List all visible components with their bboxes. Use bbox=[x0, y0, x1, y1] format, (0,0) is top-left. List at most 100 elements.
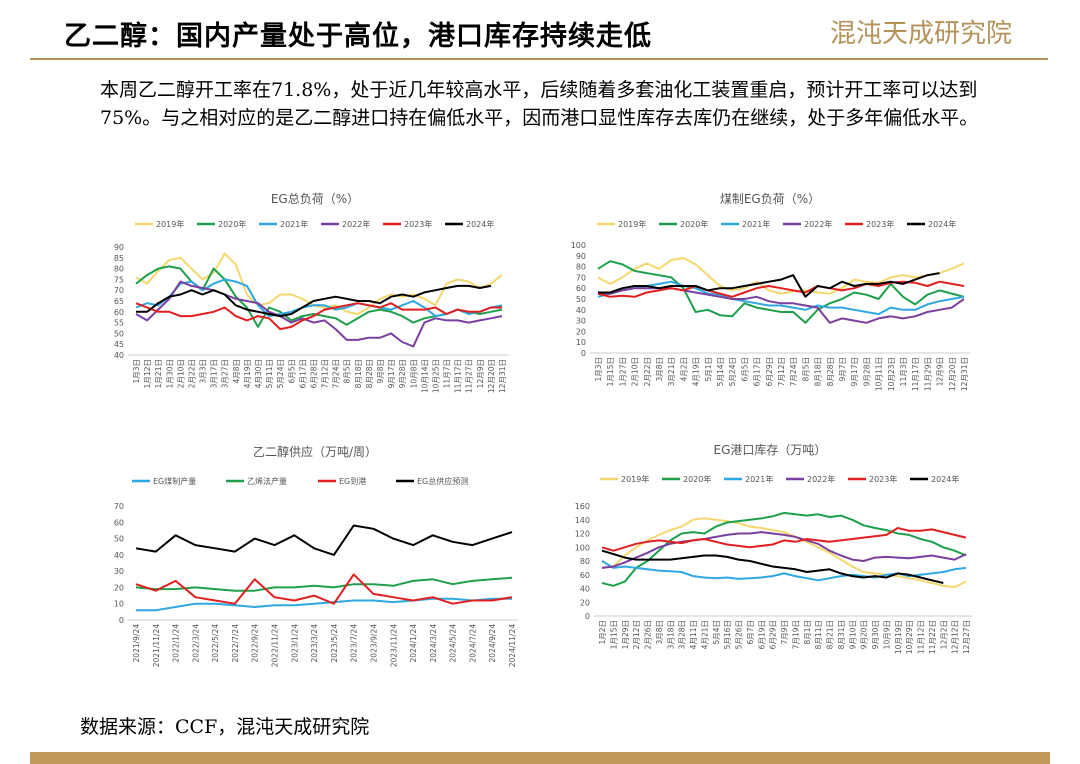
x-tick-label: 5月26日 bbox=[735, 620, 744, 649]
x-tick-label: 8月28日 bbox=[826, 357, 835, 386]
legend-item: 2023年 bbox=[845, 219, 894, 229]
legend-label: 2024年 bbox=[931, 474, 959, 484]
x-tick-label: 5月14日 bbox=[716, 357, 725, 386]
legend-label: 2022年 bbox=[804, 219, 832, 229]
x-tick-label: 2023/3/24 bbox=[310, 624, 319, 663]
x-tick-label: 3月21日 bbox=[667, 357, 676, 386]
x-tick-label: 9月8日 bbox=[376, 359, 385, 384]
legend-item: 2021年 bbox=[721, 219, 770, 229]
x-tick-label: 8月5日 bbox=[801, 357, 810, 382]
legend-item: 2019年 bbox=[597, 219, 646, 229]
x-tick-label: 2021/9/24 bbox=[132, 624, 141, 663]
x-tick-label: 1月2日 bbox=[598, 620, 607, 645]
x-tick-label: 2月10日 bbox=[176, 359, 185, 388]
x-tick-label: 4月21日 bbox=[700, 620, 709, 649]
x-tick-label: 8月5日 bbox=[343, 359, 352, 384]
x-tick-label: 11月7日 bbox=[443, 359, 452, 388]
legend-item: 2020年 bbox=[197, 219, 246, 229]
series-line bbox=[135, 280, 503, 348]
x-tick-label: 7月24日 bbox=[332, 359, 341, 388]
x-tick-label: 4月19日 bbox=[243, 359, 252, 388]
x-tick-label: 2022/11/24 bbox=[271, 624, 280, 667]
header-divider bbox=[30, 58, 1048, 60]
legend-item: EG煤制产量 bbox=[132, 476, 196, 486]
x-tick-label: 3月3日 bbox=[199, 359, 208, 384]
y-tick-label: 30 bbox=[114, 567, 124, 576]
y-tick-label: 0 bbox=[585, 612, 590, 621]
x-tick-label: 6月29日 bbox=[765, 357, 774, 386]
legend-label: 2023年 bbox=[869, 474, 897, 484]
x-tick-label: 7月12日 bbox=[321, 359, 330, 388]
series-line bbox=[601, 560, 967, 582]
x-tick-label: 9月28日 bbox=[398, 359, 407, 388]
x-tick-label: 3月27日 bbox=[221, 359, 230, 388]
y-tick-label: 60 bbox=[576, 284, 586, 293]
series-line bbox=[136, 284, 492, 318]
y-tick-label: 30 bbox=[576, 317, 586, 326]
x-tick-label: 9月20日 bbox=[860, 620, 869, 649]
x-tick-label: 5月1日 bbox=[704, 357, 713, 382]
x-tick-label: 4月19日 bbox=[692, 357, 701, 386]
x-tick-label: 7月12日 bbox=[777, 357, 786, 386]
y-tick-label: 70 bbox=[114, 286, 124, 295]
y-tick-label: 85 bbox=[114, 254, 124, 263]
legend-item: 2019年 bbox=[600, 474, 649, 484]
legend-label: 2020年 bbox=[218, 219, 246, 229]
legend-label: EG总供应预测 bbox=[417, 476, 468, 486]
x-tick-label: 2023/1/24 bbox=[290, 624, 299, 663]
chart-title: 乙二醇供应（万吨/周） bbox=[253, 444, 377, 459]
legend-item: 2023年 bbox=[848, 474, 897, 484]
x-tick-label: 9月10日 bbox=[848, 620, 857, 649]
x-tick-label: 9月17日 bbox=[850, 357, 859, 386]
x-tick-label: 6月17日 bbox=[753, 357, 762, 386]
x-tick-label: 7月24日 bbox=[789, 357, 798, 386]
legend-label: 2019年 bbox=[156, 219, 184, 229]
chart-title: EG总负荷（%） bbox=[271, 192, 359, 206]
chart-coal-eg-load: 煤制EG负荷（%） 2019年 2020年 2021年 2022年 2023年 2024年 0… bbox=[571, 192, 970, 391]
x-tick-label: 10月9日 bbox=[882, 620, 891, 649]
y-tick-label: 20 bbox=[576, 327, 586, 336]
x-tick-label: 6月5日 bbox=[740, 357, 749, 382]
legend-label: 2021年 bbox=[280, 219, 308, 229]
x-tick-label: 2024/3/24 bbox=[429, 624, 438, 663]
series-line bbox=[597, 257, 965, 295]
legend-item: 2024年 bbox=[445, 219, 494, 229]
x-tick-label: 3月8日 bbox=[655, 357, 664, 382]
series-line bbox=[135, 278, 503, 318]
legend-item: 2020年 bbox=[659, 219, 708, 229]
x-tick-label: 7月9日 bbox=[780, 620, 789, 645]
x-tick-label: 4月8日 bbox=[232, 359, 241, 384]
series-line bbox=[601, 517, 967, 589]
y-tick-label: 120 bbox=[575, 530, 590, 539]
legend-label: EG煤制产量 bbox=[153, 476, 196, 486]
x-tick-label: 2023/11/24 bbox=[389, 624, 398, 667]
x-tick-label: 5月4日 bbox=[712, 620, 721, 645]
legend-item: 2022年 bbox=[786, 474, 835, 484]
legend-label: 2023年 bbox=[866, 219, 894, 229]
x-tick-label: 12月31日 bbox=[498, 359, 507, 393]
series-line bbox=[135, 576, 513, 592]
x-tick-label: 1月3日 bbox=[594, 357, 603, 382]
x-tick-label: 2024/9/24 bbox=[488, 624, 497, 663]
x-tick-label: 1月29日 bbox=[621, 620, 630, 649]
x-tick-label: 12月12日 bbox=[951, 620, 960, 654]
series-line bbox=[601, 549, 944, 584]
x-tick-label: 2月12日 bbox=[632, 620, 641, 649]
legend-item: EG总供应预测 bbox=[396, 476, 468, 486]
legend-label: 2021年 bbox=[742, 219, 770, 229]
legend-item: 2024年 bbox=[910, 474, 959, 484]
x-tick-label: 4月11日 bbox=[689, 620, 698, 649]
brand-logo: 混沌天成研究院 bbox=[830, 19, 1012, 49]
y-tick-label: 20 bbox=[114, 583, 124, 592]
x-tick-label: 10月14日 bbox=[420, 359, 429, 393]
chart-eg-supply: 乙二醇供应（万吨/周） EG煤制产量 乙烯法产量 EG到港 EG总供应预测 0 10 20 30… bbox=[114, 444, 518, 667]
y-tick-label: 40 bbox=[114, 351, 124, 360]
legend-label: 乙烯法产量 bbox=[247, 476, 287, 486]
y-tick-label: 60 bbox=[580, 571, 590, 580]
series-line bbox=[135, 524, 513, 556]
x-tick-label: 1月15日 bbox=[609, 620, 618, 649]
x-tick-label: 6月28日 bbox=[309, 359, 318, 388]
legend-label: 2020年 bbox=[683, 474, 711, 484]
x-tick-label: 12月20日 bbox=[948, 357, 957, 391]
x-tick-label: 2024/7/24 bbox=[468, 624, 477, 663]
